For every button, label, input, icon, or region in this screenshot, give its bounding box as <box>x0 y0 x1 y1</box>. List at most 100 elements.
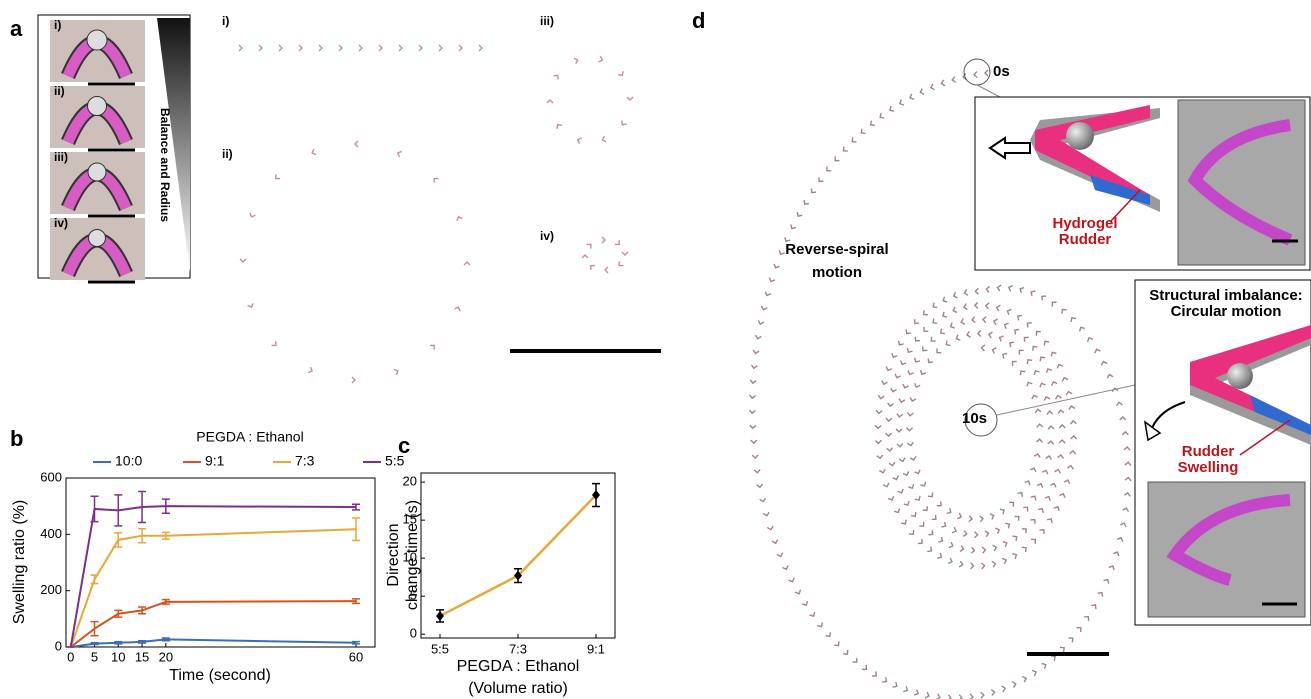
trajectory-marker <box>773 263 780 269</box>
trajectory-marker <box>1050 380 1058 386</box>
trajectory-marker <box>960 318 966 325</box>
x-tick-label: 0 <box>67 649 74 664</box>
image-label: ii) <box>54 84 65 98</box>
trajectory-marker <box>258 44 263 52</box>
trajectory-marker <box>922 310 928 316</box>
trajectory-marker <box>358 44 363 52</box>
trajectory-marker <box>1039 356 1046 362</box>
trajectory-marker <box>378 44 383 52</box>
gradient-label: Balance and Radius <box>158 108 172 222</box>
trajectory-marker <box>965 330 971 338</box>
trajectory-marker <box>754 334 762 340</box>
trajectory-marker <box>463 261 471 266</box>
trajectory-marker <box>762 511 770 517</box>
trajectory-marker <box>817 622 824 628</box>
trajectory-marker <box>753 469 761 474</box>
trajectory-marker <box>1057 454 1065 459</box>
trajectory-marker <box>976 329 982 337</box>
trajectory-marker <box>874 439 882 445</box>
trajectory-marker <box>942 311 948 318</box>
trajectory-marker <box>1050 482 1057 488</box>
trajectory-marker <box>1021 546 1027 553</box>
schematic <box>1143 325 1311 445</box>
trajectory-marker <box>1002 540 1008 548</box>
trajectory-marker <box>991 560 997 568</box>
trajectory-marker <box>1084 615 1090 621</box>
trajectory-marker <box>396 150 403 158</box>
trajectory-marker <box>973 71 978 79</box>
trajectory-marker <box>398 44 403 52</box>
trajectory-marker <box>882 677 888 683</box>
trajectory-marker <box>458 44 463 52</box>
error-bar <box>161 531 170 540</box>
trajectory-marker <box>852 657 858 663</box>
trajectory-marker <box>919 88 925 95</box>
leader <box>976 84 1001 98</box>
trajectory-marker <box>1057 409 1065 414</box>
trajectory-marker <box>1035 330 1041 336</box>
spiral-trajectory <box>748 69 1132 699</box>
trajectory-marker <box>992 544 998 552</box>
trajectory-marker <box>788 577 795 583</box>
trajectory-marker <box>1009 501 1015 507</box>
error-bar <box>351 503 360 511</box>
trajectory-marker <box>980 344 986 352</box>
trajectory-marker <box>278 44 283 52</box>
trajectory-marker <box>851 137 857 143</box>
trajectory-marker <box>1069 449 1077 455</box>
error-bar <box>90 574 99 585</box>
trajectory-marker <box>903 500 910 507</box>
trajectory-marker <box>914 357 921 363</box>
trajectory-marker <box>981 546 987 554</box>
trajectory-marker <box>1003 322 1009 329</box>
marker <box>514 570 522 581</box>
trajectory-marker <box>888 105 895 113</box>
trajectory-label: iii) <box>540 14 554 28</box>
trajectory-marker <box>906 412 914 417</box>
trajectory-marker <box>1043 340 1050 346</box>
trajectory-marker <box>959 545 965 552</box>
trajectory-marker <box>351 376 356 384</box>
trajectory-marker <box>1069 419 1077 425</box>
trajectory-marker <box>890 387 897 393</box>
series-line <box>70 600 356 648</box>
image-label: iv) <box>54 216 68 230</box>
trajectory-marker <box>995 304 1001 312</box>
pointer <box>1239 419 1291 456</box>
trajectory-marker <box>902 471 910 477</box>
trajectory-marker <box>896 443 904 448</box>
panel-label: d <box>692 8 705 33</box>
trajectory-marker <box>749 379 757 385</box>
trajectory-marker <box>818 177 824 183</box>
trajectory-marker <box>906 441 914 447</box>
trajectory-marker <box>614 240 620 246</box>
trajectory-marker <box>931 514 937 521</box>
trajectory-marker <box>249 212 256 218</box>
trajectory-marker <box>932 318 938 325</box>
trajectory-marker <box>1050 655 1057 661</box>
trajectory-marker <box>576 137 582 145</box>
trajectory-marker <box>1058 424 1066 429</box>
trajectory-marker <box>1111 387 1119 393</box>
trajectory-marker <box>881 380 888 386</box>
trajectory-marker <box>923 326 929 332</box>
legend-label: 7:3 <box>295 453 315 469</box>
trajectory-marker <box>1001 557 1008 565</box>
trajectory-marker <box>1068 405 1076 410</box>
trajectory-marker <box>879 468 886 474</box>
trajectory-marker <box>974 287 979 295</box>
trajectory-marker <box>843 649 849 655</box>
y-tick-label: 0 <box>55 638 62 653</box>
trajectory-marker <box>794 589 802 595</box>
series-line <box>439 494 597 618</box>
trajectory-marker <box>1122 507 1130 513</box>
y-axis-label: change time (s) <box>404 500 421 610</box>
trajectory-marker <box>905 329 912 335</box>
trajectory-label: iv) <box>540 229 554 243</box>
trajectory-marker <box>1009 341 1015 348</box>
trajectory-marker <box>1094 348 1101 354</box>
error-bar <box>351 598 360 605</box>
trajectory-marker <box>429 344 435 350</box>
trajectory-marker <box>1046 518 1053 524</box>
